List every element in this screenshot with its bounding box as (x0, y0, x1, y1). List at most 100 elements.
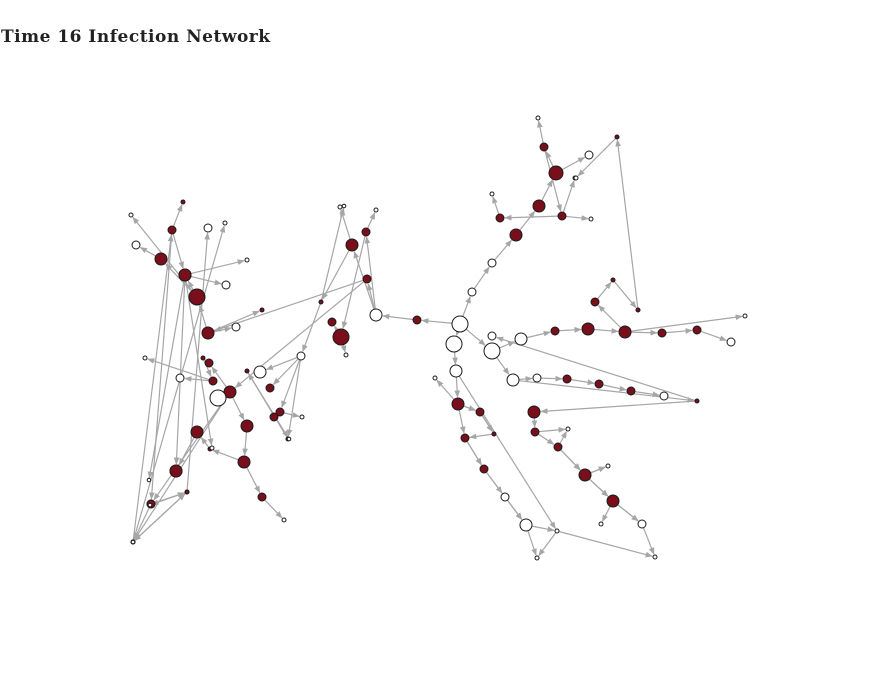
edge-R50-R51 (531, 525, 555, 533)
node-L32-susceptible (209, 389, 227, 407)
node-R50-susceptible (519, 518, 533, 532)
edge-R6-R8 (544, 150, 562, 212)
node-L16-susceptible (299, 414, 305, 420)
edge-L58-L60 (133, 492, 186, 542)
node-R49-susceptible (500, 492, 510, 502)
node-L8-infected (327, 317, 337, 327)
node-L49-susceptible (222, 220, 228, 226)
node-L33-infected (204, 358, 214, 368)
edge-R49-R50 (506, 499, 523, 520)
node-R7-susceptible (535, 115, 541, 121)
edge-L1-L4 (364, 236, 376, 310)
node-L43-infected (190, 425, 204, 439)
edge-R35-R36 (538, 433, 555, 445)
edge-L50-L56 (149, 233, 173, 500)
node-L27-susceptible (244, 257, 250, 263)
node-L7-susceptible (343, 352, 349, 358)
node-L34-infected (200, 355, 206, 361)
node-L55-infected (169, 464, 183, 478)
node-L52-infected (178, 268, 192, 282)
node-R5-susceptible (584, 150, 594, 160)
edge-R36-R37 (559, 430, 568, 444)
edge-L50-L51 (172, 204, 183, 227)
edge-L4-L5 (367, 212, 376, 229)
edge-R29-R30 (602, 384, 627, 392)
edge-L31-L33 (211, 366, 227, 388)
node-L37-susceptible (142, 355, 148, 361)
node-R31-susceptible (659, 391, 669, 401)
edge-R28-R29 (570, 379, 595, 386)
edge-c5-R26 (496, 357, 510, 375)
edge-L52-L53 (185, 280, 214, 446)
edges-layer (132, 120, 743, 558)
node-L20-susceptible (286, 436, 292, 442)
edge-R17-R18 (665, 328, 693, 334)
node-c4-susceptible (445, 335, 463, 353)
node-L13-susceptible (253, 365, 267, 379)
node-L59-susceptible (147, 502, 153, 508)
edge-R4-R6 (545, 150, 554, 167)
node-R37-susceptible (565, 426, 571, 432)
node-R34-infected (527, 405, 541, 419)
edge-L10-L12 (302, 303, 321, 352)
node-c1-susceptible (451, 315, 469, 333)
edge-L6-L7 (340, 344, 347, 353)
node-L17-infected (269, 412, 279, 422)
edge-L25-L27 (190, 259, 245, 275)
node-R9-susceptible (588, 216, 594, 222)
node-R21-infected (590, 297, 600, 307)
node-R23-infected (635, 307, 641, 313)
edge-L50-L52 (172, 233, 185, 269)
edge-R42-R43 (454, 376, 461, 398)
edge-c1-c3 (462, 296, 471, 317)
node-R13-susceptible (514, 332, 528, 346)
edge-R35-R37 (538, 426, 566, 433)
edge-R16-R17 (630, 329, 658, 336)
edge-L2-L21 (213, 279, 364, 332)
edge-R27-R28 (540, 375, 563, 382)
edge-R42-R51 (458, 375, 556, 530)
node-R39-susceptible (605, 463, 611, 469)
node-R29-infected (594, 379, 604, 389)
edge-c1-c4 (455, 328, 462, 337)
edge-L40-L41 (264, 499, 283, 519)
node-L1-susceptible (369, 308, 383, 322)
node-L12-susceptible (296, 351, 306, 361)
node-R22-infected (610, 277, 616, 283)
node-L22-susceptible (231, 322, 241, 332)
node-R2-infected (509, 228, 523, 242)
edge-L47-L48 (186, 232, 210, 491)
edge-R50-R52 (527, 530, 537, 556)
node-R15-infected (581, 322, 595, 336)
edge-R24-R25 (577, 137, 617, 177)
node-L48-susceptible (203, 223, 213, 233)
node-c2-infected (412, 315, 422, 325)
node-R41-susceptible (637, 519, 647, 529)
edge-L39-L42 (212, 449, 239, 461)
edge-L42-L43 (200, 436, 210, 448)
edge-L58-L59 (151, 492, 186, 505)
edge-L46-L50 (132, 234, 174, 541)
edge-c1-c2 (421, 318, 453, 324)
node-L4-infected (361, 227, 371, 237)
edge-L52-L55 (173, 280, 186, 465)
edge-L12-L14 (272, 358, 299, 385)
node-R24-infected (614, 134, 620, 140)
edge-R45-R46 (481, 415, 493, 433)
node-L60-susceptible (130, 539, 136, 545)
node-R8-infected (557, 211, 567, 221)
node-R35-infected (530, 427, 540, 437)
edge-c1-c5 (465, 328, 486, 346)
node-R17-infected (657, 328, 667, 338)
node-L21-infected (201, 326, 215, 340)
edge-R51-R53 (558, 530, 653, 558)
edge-c3-R1 (473, 266, 490, 290)
node-L15-infected (275, 407, 285, 417)
edge-R6-R7 (537, 120, 544, 144)
node-L14-infected (265, 383, 275, 393)
edge-L31-L38 (232, 397, 245, 421)
edge-R32-R33 (496, 336, 696, 401)
node-L39-infected (237, 455, 251, 469)
edge-L12-L13 (265, 356, 298, 371)
